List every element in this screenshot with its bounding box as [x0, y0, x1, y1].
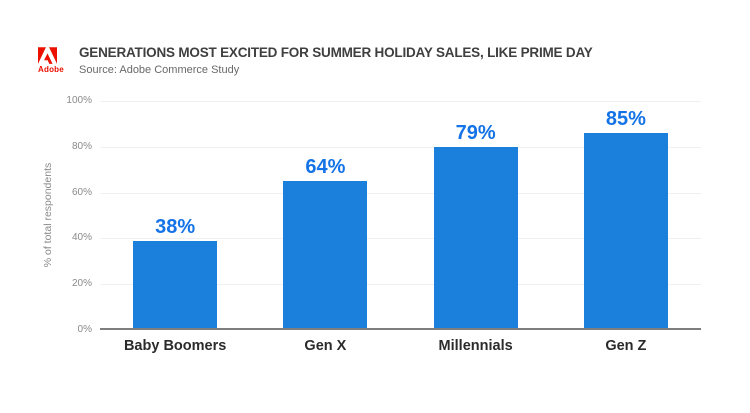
adobe-wordmark: Adobe	[38, 65, 64, 74]
gridline-20pct	[100, 284, 701, 286]
value-label-gen-x: 64%	[305, 156, 346, 179]
bar-chart-plot-area: % of total respondents 0% 20% 40% 60% 80% 100…	[42, 95, 701, 354]
y-tick-label-20pct: 20%	[71, 278, 92, 290]
y-tick-label-100pct: 100%	[66, 95, 92, 106]
category-label-gen-x: Gen X	[304, 338, 347, 354]
value-label-millennials: 79%	[455, 122, 496, 145]
bar-millennials	[433, 147, 518, 328]
gridline-40pct	[100, 238, 701, 240]
category-label-baby-boomers: Baby Boomers	[123, 338, 227, 354]
source-note: Source: Adobe Commerce Study	[79, 64, 240, 76]
y-tick-label-80pct: 80%	[71, 140, 92, 152]
adobe-logo-icon	[38, 47, 57, 64]
adobe-logo: Adobe	[38, 45, 68, 74]
header: Adobe GENERATIONS MOST EXCITED FOR SUMME…	[38, 45, 593, 76]
bar-baby-boomers	[133, 240, 218, 328]
value-label-baby-boomers: 38%	[155, 215, 196, 238]
title-block: GENERATIONS MOST EXCITED FOR SUMMER HOLI…	[79, 45, 593, 76]
bar-gen-x	[283, 181, 368, 328]
category-label-millennials: Millennials	[438, 338, 513, 354]
bar-gen-z	[583, 133, 668, 328]
gridline-60pct	[100, 192, 701, 194]
value-label-gen-z: 85%	[605, 108, 646, 131]
y-tick-label-60pct: 60%	[71, 186, 92, 198]
y-tick-label-40pct: 40%	[71, 232, 92, 244]
page-title: GENERATIONS MOST EXCITED FOR SUMMER HOLI…	[79, 45, 593, 60]
gridline-80pct	[100, 146, 701, 148]
category-label-gen-z: Gen Z	[605, 338, 647, 354]
y-tick-label-0pct: 0%	[77, 324, 92, 335]
gridline-100pct	[100, 101, 701, 102]
